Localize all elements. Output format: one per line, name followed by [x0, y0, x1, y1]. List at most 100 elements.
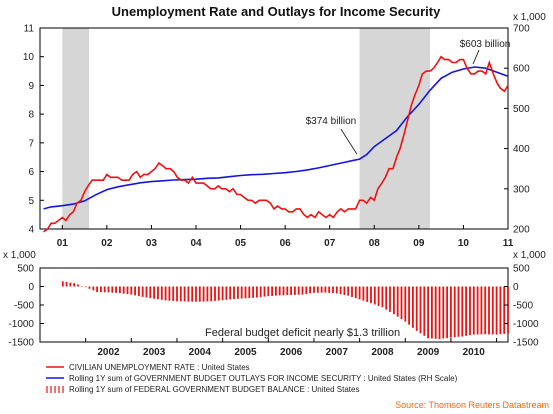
annotation-374-billion: $374 billion	[306, 116, 357, 127]
budget-balance-bar	[335, 286, 338, 294]
budget-balance-bar	[77, 284, 79, 287]
legend: CIVILIAN UNEMPLOYMENT RATE : United Stat…	[46, 363, 458, 394]
legend-label-outlays: Rolling 1Y sum of GOVERNMENT BUDGET OUTL…	[69, 374, 458, 383]
top-left-tick-label: 7	[28, 138, 34, 149]
top-right-tick-label: 600	[513, 64, 530, 75]
budget-balance-bar	[370, 286, 372, 304]
budget-balance-bar	[183, 286, 186, 302]
budget-balance-bar	[354, 286, 357, 299]
budget-balance-bar	[172, 286, 175, 301]
budget-balance-bar	[65, 281, 68, 287]
budget-balance-bar	[343, 286, 346, 295]
budget-balance-bar	[301, 286, 304, 295]
budget-balance-bar	[396, 286, 399, 317]
budget-balance-bar	[100, 286, 102, 293]
annotation-374-pointer	[340, 128, 358, 155]
legend-swatch-balance	[46, 386, 64, 393]
top-right-axis: 200 300 400 500 600 700	[504, 24, 530, 236]
budget-balance-bar	[347, 286, 350, 296]
budget-balance-bar	[81, 285, 83, 287]
budget-balance-bar	[115, 286, 117, 293]
top-x-tick-label: 04	[190, 238, 202, 249]
budget-balance-bar	[278, 286, 281, 296]
bottom-x-tick-label: 2007	[326, 347, 349, 358]
budget-balance-bar	[96, 286, 98, 292]
budget-balance-bar	[126, 286, 129, 295]
budget-balance-bar	[351, 286, 353, 297]
budget-balance-bar	[484, 286, 487, 335]
budget-balance-bar	[244, 286, 247, 299]
budget-balance-bar	[233, 286, 235, 300]
top-left-tick-label: 11	[24, 24, 35, 35]
budget-balance-bar	[217, 286, 220, 301]
budget-balance-bar	[339, 286, 342, 295]
bottom-right-tick-label: 500	[513, 264, 530, 275]
budget-balance-bar	[332, 286, 334, 294]
bottom-right-tick-label: -1000	[513, 319, 539, 330]
budget-balance-bar	[320, 286, 323, 293]
top-right-tick-label: 300	[513, 184, 530, 195]
budget-balance-bar	[393, 286, 395, 315]
bottom-x-tick-label: 2004	[189, 347, 212, 358]
budget-balance-bar	[153, 286, 155, 299]
budget-balance-bar	[297, 286, 300, 295]
series-unemployment-line	[43, 55, 509, 233]
bottom-x-axis: 2002 2003 2004 2005 2006 2007 2008 2009 2010	[85, 338, 498, 358]
budget-balance-bar	[453, 286, 456, 338]
budget-balance-bar	[358, 286, 361, 300]
budget-balance-bar	[160, 286, 163, 300]
budget-balance-bar	[256, 286, 258, 298]
budget-balance-bar	[362, 286, 365, 301]
budget-balance-bar	[389, 286, 391, 312]
recession-band-1	[62, 28, 90, 229]
series-outlays-line	[43, 66, 509, 210]
budget-balance-bar	[271, 286, 273, 296]
top-right-tick-label: 400	[513, 144, 530, 155]
top-right-tick-label: 700	[513, 24, 530, 35]
top-annotations: $374 billion $603 billion	[306, 39, 510, 155]
top-chart: 4 5 6 7 8 9 10 11 200 300 400 500 600 700 x 1,000 01…	[23, 12, 546, 249]
top-left-axis: 4 5 6 7 8 9 10 11	[23, 24, 44, 236]
budget-balance-bar	[415, 286, 418, 331]
budget-balance-bar	[446, 286, 448, 339]
bottom-x-tick-label: 2005	[234, 347, 257, 358]
budget-balance-bar	[179, 286, 182, 302]
budget-balance-bar	[134, 286, 136, 296]
legend-label-unemployment: CIVILIAN UNEMPLOYMENT RATE : United Stat…	[69, 363, 250, 372]
budget-balance-bar	[442, 286, 445, 339]
budget-balance-bar	[187, 286, 190, 302]
budget-balance-bar	[259, 286, 262, 298]
bottom-left-tick-label: -1000	[8, 319, 34, 330]
budget-balance-bar	[206, 286, 209, 302]
top-x-tick-label: 09	[413, 238, 425, 249]
budget-balance-bar	[145, 286, 148, 298]
budget-balance-bar	[408, 286, 410, 325]
top-x-tick-label: 06	[280, 238, 292, 249]
budget-balance-bar	[419, 286, 422, 334]
budget-balance-bar	[198, 286, 201, 302]
budget-balance-bar	[119, 286, 121, 294]
budget-balance-bar	[248, 286, 251, 298]
top-x-tick-label: 03	[146, 238, 158, 249]
top-right-tick-label: 200	[513, 225, 530, 236]
budget-balance-bar	[73, 283, 76, 287]
budget-balance-bar	[316, 286, 319, 293]
top-x-tick-label: 10	[458, 238, 470, 249]
bottom-right-tick-label: 0	[513, 282, 519, 293]
budget-balance-bars	[61, 281, 509, 339]
top-left-tick-label: 10	[23, 52, 35, 63]
chart-title: Unemployment Rate and Outlays for Income…	[112, 4, 441, 19]
budget-balance-bar	[92, 286, 95, 291]
bottom-right-axis: -1500 -1000 -500 0 500	[504, 264, 539, 349]
top-right-tick-label: 500	[513, 104, 530, 115]
budget-balance-bar	[84, 286, 87, 288]
top-x-tick-label: 02	[101, 238, 113, 249]
bottom-left-tick-label: -500	[14, 301, 34, 312]
top-right-multiplier: x 1,000	[513, 12, 546, 23]
budget-balance-bar	[313, 286, 315, 293]
top-x-tick-label: 11	[503, 238, 514, 249]
bottom-x-tick-label: 2003	[143, 347, 166, 358]
top-plot-frame	[39, 27, 509, 230]
bottom-x-tick-label: 2010	[463, 347, 486, 358]
budget-balance-bar	[294, 286, 296, 295]
